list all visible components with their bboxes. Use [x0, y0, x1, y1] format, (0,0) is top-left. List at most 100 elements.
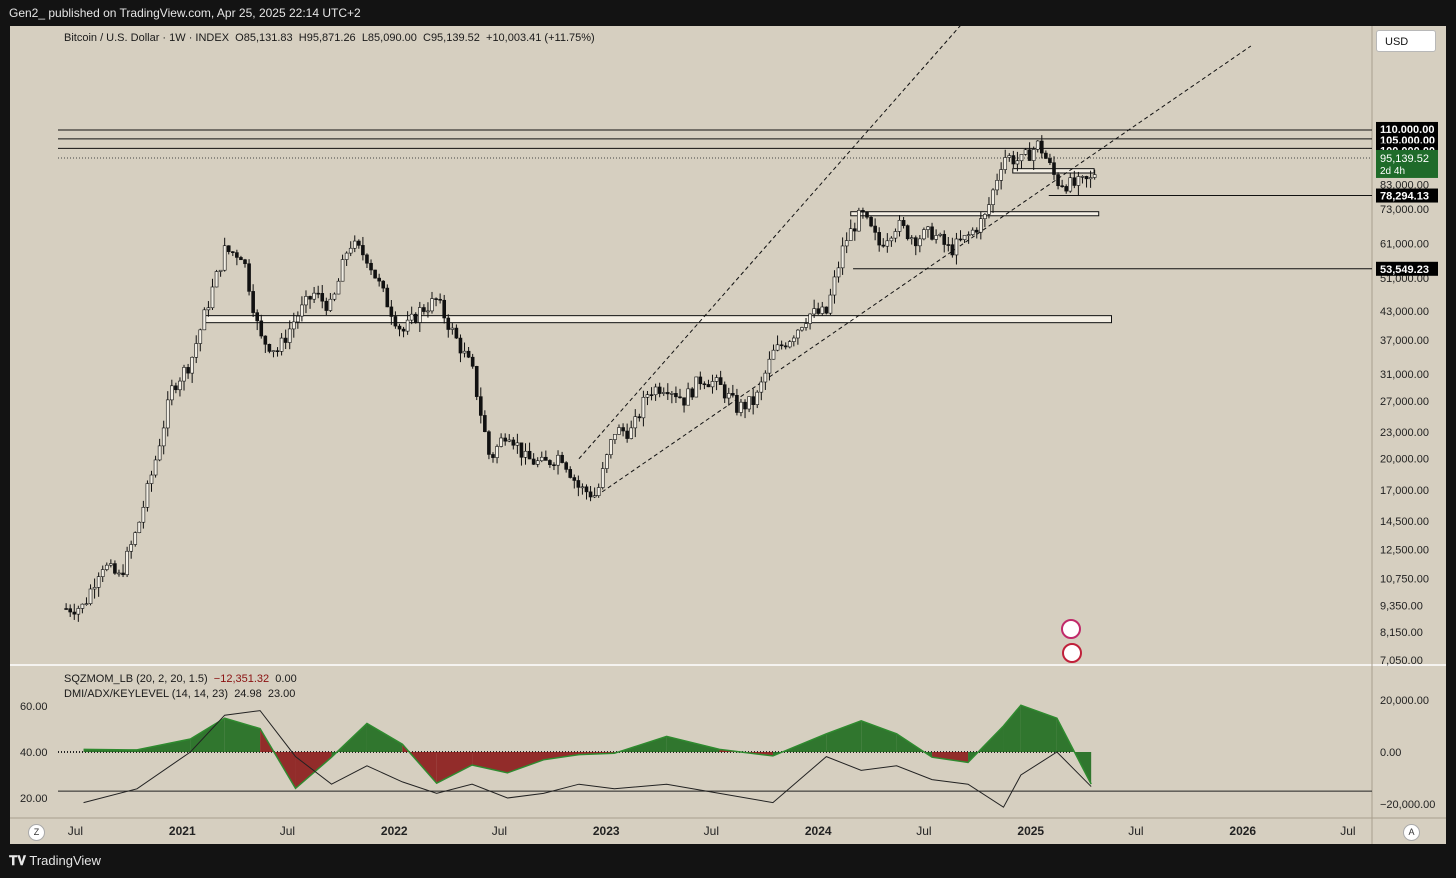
- us-flag-icon: [1062, 643, 1082, 663]
- candle-bull: [495, 446, 499, 458]
- dmi-name: DMI/ADX/KEYLEVEL (14, 14, 23): [64, 688, 229, 700]
- candle-bear: [1072, 177, 1077, 186]
- candle-bull: [767, 358, 772, 374]
- candle-bear: [588, 491, 593, 498]
- candle-bull: [605, 454, 609, 469]
- candle-bull: [1035, 140, 1040, 150]
- momentum-positive: [1003, 705, 1021, 752]
- sqz-legend-row[interactable]: SQZMOM_LB (20, 2, 20, 1.5) −12,351.32 0.…: [64, 672, 297, 687]
- dmi-legend-row[interactable]: DMI/ADX/KEYLEVEL (14, 14, 23) 24.98 23.0…: [64, 687, 297, 702]
- candle-bull: [812, 308, 816, 315]
- candle-bull: [133, 532, 138, 545]
- candle-bull: [271, 350, 276, 352]
- candle-bear: [487, 431, 491, 455]
- candle-bull: [1068, 177, 1073, 192]
- candle-bull: [580, 486, 585, 489]
- currency-button[interactable]: USD: [1376, 30, 1436, 52]
- y-tick-label: 7,050.00: [1380, 655, 1423, 667]
- candle-bear: [263, 335, 268, 345]
- candle-bull: [218, 269, 223, 272]
- candle-bear: [1060, 185, 1064, 188]
- candle-bear: [255, 312, 260, 322]
- momentum-negative: [472, 752, 508, 773]
- candle-bull: [1007, 155, 1012, 158]
- chart-frame[interactable]: 110,000.00105,000.00100,000.0083,000.007…: [10, 26, 1446, 844]
- candle-bull: [954, 238, 959, 256]
- candle-bull: [170, 385, 174, 401]
- x-tick-label: Jul: [1128, 824, 1143, 838]
- candle-bear: [259, 320, 264, 337]
- symbol-name[interactable]: Bitcoin / U.S. Dollar · 1W · INDEX: [64, 32, 230, 44]
- candle-bull: [178, 380, 182, 391]
- sqz-axis-label: 20,000.00: [1380, 695, 1429, 707]
- candle-bear: [718, 377, 723, 385]
- adx-line: [83, 710, 1092, 808]
- last-price-tag: [1376, 149, 1438, 178]
- symbol-legend[interactable]: Bitcoin / U.S. Dollar · 1W · INDEX O85,1…: [64, 32, 595, 44]
- auto-scale-button[interactable]: A: [1403, 824, 1420, 841]
- momentum-positive: [1020, 705, 1057, 752]
- candle-bull: [848, 228, 853, 241]
- sqz-name: SQZMOM_LB (20, 2, 20, 1.5): [64, 673, 208, 685]
- candle-bull: [979, 218, 983, 233]
- candle-bull: [287, 328, 292, 343]
- candle-bear: [731, 393, 735, 396]
- candle-bull: [840, 245, 845, 269]
- indicator-layer: 20,000.00 0.00 −20,000.00 60.00 40.00 20.00: [20, 695, 1435, 811]
- candle-bear: [1052, 162, 1056, 175]
- candle-bear: [519, 442, 524, 458]
- candle-bear: [678, 396, 682, 399]
- price-chart[interactable]: 110,000.00105,000.00100,000.0083,000.007…: [10, 26, 1446, 844]
- candle-bear: [1056, 174, 1060, 187]
- candle-bear: [320, 293, 325, 302]
- x-tick-label: Jul: [1340, 824, 1355, 838]
- tradingview-logo[interactable]: 𝐓𝐕 TradingView: [9, 844, 101, 878]
- candle-bear: [637, 416, 642, 419]
- y-tick-label: 12,500.00: [1380, 544, 1429, 556]
- x-tick-label: Jul: [68, 824, 83, 838]
- candle-bear: [511, 439, 516, 446]
- candle-bear: [243, 259, 247, 265]
- candle-bear: [235, 252, 239, 258]
- candle-bull: [405, 319, 410, 332]
- candle-bear: [377, 277, 381, 282]
- sqz-axis-label: 0.00: [1380, 747, 1401, 759]
- candle-bull: [1023, 149, 1028, 155]
- candle-bull: [92, 587, 97, 590]
- candle-bull: [714, 377, 719, 382]
- candle-bear: [1064, 186, 1068, 192]
- footer-bar: 𝐓𝐕 TradingView: [0, 844, 1456, 878]
- candle-bear: [564, 462, 568, 470]
- candle-bear: [1044, 152, 1048, 159]
- momentum-line: [83, 704, 1092, 790]
- dmi-value: 24.98: [234, 688, 262, 700]
- candle-bull: [137, 521, 142, 533]
- x-tick-label: 2022: [381, 824, 408, 838]
- x-tick-label: Jul: [916, 824, 931, 838]
- price-label: 78,294.13: [1380, 191, 1429, 203]
- candle-bull: [222, 245, 227, 271]
- candle-bear: [861, 210, 865, 213]
- indicator-legend[interactable]: SQZMOM_LB (20, 2, 20, 1.5) −12,351.32 0.…: [64, 672, 297, 702]
- candle-bull: [336, 280, 341, 295]
- candle-bull: [332, 293, 337, 300]
- candle-bull: [129, 544, 133, 552]
- candle-bull: [499, 437, 503, 447]
- zoom-reset-button[interactable]: Z: [28, 824, 45, 841]
- momentum-positive: [861, 720, 897, 752]
- candle-bull: [918, 238, 922, 247]
- dashed-trendline: [596, 45, 1252, 497]
- candle-bull: [88, 588, 93, 604]
- candle-bear: [1027, 149, 1032, 161]
- candle-bull: [629, 427, 634, 439]
- candle-bull: [922, 229, 926, 240]
- ohlc-change: +10,003.41 (+11.75%): [486, 32, 595, 44]
- ohlc-low: L85,090.00: [361, 32, 417, 44]
- candle-bull: [462, 350, 467, 354]
- candle-bull: [214, 271, 219, 288]
- price-label-bg: [1376, 188, 1438, 203]
- candle-bull: [686, 388, 690, 406]
- y-tick-label: 31,000.00: [1380, 369, 1429, 381]
- candle-bull: [104, 564, 109, 570]
- momentum-positive: [190, 718, 225, 752]
